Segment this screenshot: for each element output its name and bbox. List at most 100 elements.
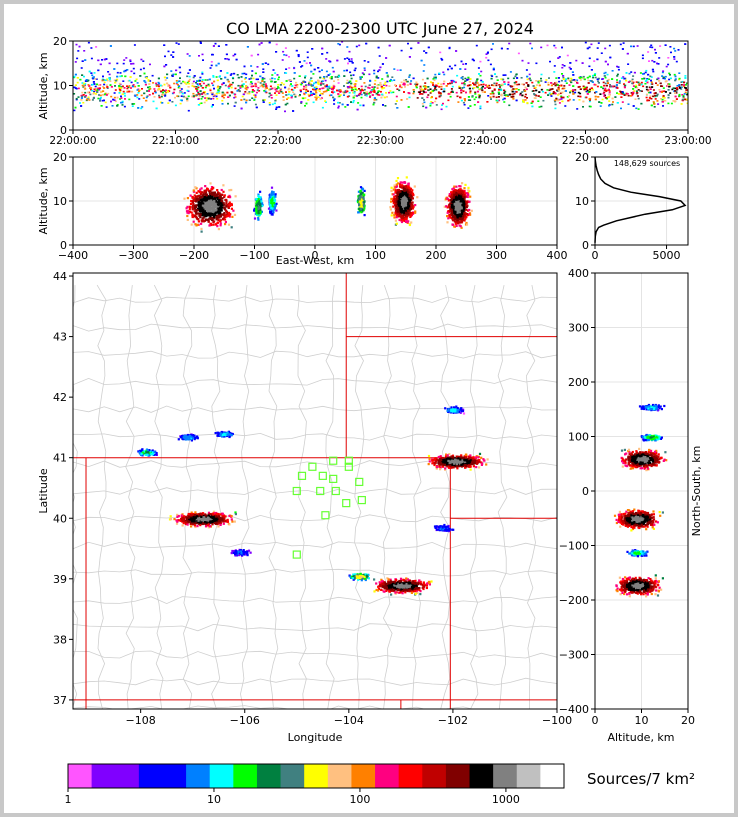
ew-source	[259, 209, 262, 212]
ew-source	[396, 177, 400, 180]
time-height-source	[158, 96, 161, 99]
ew-source	[211, 202, 215, 205]
time-height-source	[137, 85, 140, 87]
time-height-source	[407, 106, 410, 108]
time-height-source	[242, 83, 245, 85]
time-height-source	[534, 86, 537, 89]
time-height-source	[166, 82, 169, 85]
time-height-source	[297, 55, 300, 58]
time-height-source	[289, 79, 292, 82]
time-height-source	[309, 62, 311, 64]
time-height-source	[417, 42, 420, 44]
time-height-source	[654, 95, 657, 98]
time-height-source	[377, 90, 380, 92]
time-height-source	[649, 91, 652, 94]
ew-source	[397, 209, 400, 212]
ew-source	[255, 206, 258, 209]
time-height-source	[674, 92, 676, 94]
time-height-source	[119, 98, 122, 100]
time-height-source	[640, 102, 643, 105]
ew-source	[408, 205, 411, 208]
time-height-source	[496, 101, 499, 104]
time-height-source	[623, 86, 626, 89]
time-height-source	[201, 93, 204, 95]
time-height-source	[571, 90, 574, 93]
ew-source	[204, 208, 207, 211]
time-height-source	[290, 83, 292, 85]
time-height-source	[684, 77, 687, 79]
time-height-source	[585, 86, 588, 89]
ew-source	[226, 214, 229, 217]
ew-source	[399, 213, 402, 216]
time-height-source	[318, 88, 321, 90]
time-height-source	[341, 103, 344, 106]
time-height-source	[105, 58, 108, 60]
time-height-source	[95, 89, 98, 92]
time-height-source	[480, 83, 483, 86]
time-height-source	[384, 105, 387, 107]
time-height-source	[412, 89, 415, 91]
ew-source	[217, 214, 220, 217]
time-height-source	[269, 78, 272, 81]
ew-source	[398, 190, 401, 193]
time-height-source	[313, 88, 316, 91]
time-height-source	[166, 77, 169, 79]
time-height-source	[570, 77, 573, 80]
time-height-source	[232, 77, 235, 80]
time-height-source	[163, 65, 166, 68]
time-height-source	[273, 102, 276, 105]
time-height-source	[304, 81, 307, 83]
ew-source	[214, 223, 217, 226]
time-height-source	[116, 62, 119, 65]
time-height-source	[187, 72, 190, 74]
time-height-source	[638, 84, 641, 86]
time-height-source	[293, 67, 296, 70]
time-height-source	[653, 92, 656, 95]
ew-source	[213, 202, 216, 205]
ew-source	[199, 203, 202, 206]
ew-source	[200, 192, 203, 196]
time-height-source	[535, 89, 538, 92]
ew-source	[201, 205, 204, 208]
time-height-source	[212, 97, 215, 100]
ew-source	[255, 213, 258, 216]
time-height-source	[606, 73, 609, 76]
time-height-source	[555, 77, 558, 79]
ew-source	[186, 211, 189, 214]
ew-source	[362, 205, 365, 208]
time-height-source	[618, 80, 621, 82]
time-height-source	[316, 88, 319, 91]
time-height-source	[474, 93, 477, 95]
ew-source	[401, 201, 404, 204]
time-height-source	[93, 90, 96, 93]
ew-source	[395, 202, 398, 205]
ew-source	[405, 215, 408, 218]
time-height-source	[373, 86, 376, 88]
time-height-source	[467, 107, 470, 109]
time-height-source	[75, 97, 78, 100]
ew-source	[228, 189, 231, 192]
time-height-source	[216, 98, 219, 100]
time-height-source	[115, 79, 118, 82]
time-height-source	[654, 98, 657, 100]
time-height-source	[670, 102, 673, 105]
time-height-source	[80, 99, 83, 101]
ew-source	[185, 210, 189, 213]
time-height-source	[611, 103, 614, 106]
time-height-source	[265, 87, 268, 89]
ew-source	[210, 212, 213, 215]
time-height-source	[152, 92, 154, 95]
time-height-source	[84, 91, 87, 94]
ew-source	[232, 209, 235, 212]
time-height-source	[85, 99, 88, 102]
time-height-source	[604, 82, 607, 85]
time-height-source	[203, 101, 206, 104]
ew-source	[210, 223, 213, 227]
time-height-source	[188, 69, 191, 71]
time-height-source	[649, 75, 652, 78]
time-height-source	[427, 94, 430, 96]
time-height-source	[251, 89, 254, 91]
ew-source	[213, 209, 216, 212]
time-height-source	[262, 99, 265, 102]
ew-source	[203, 213, 206, 216]
